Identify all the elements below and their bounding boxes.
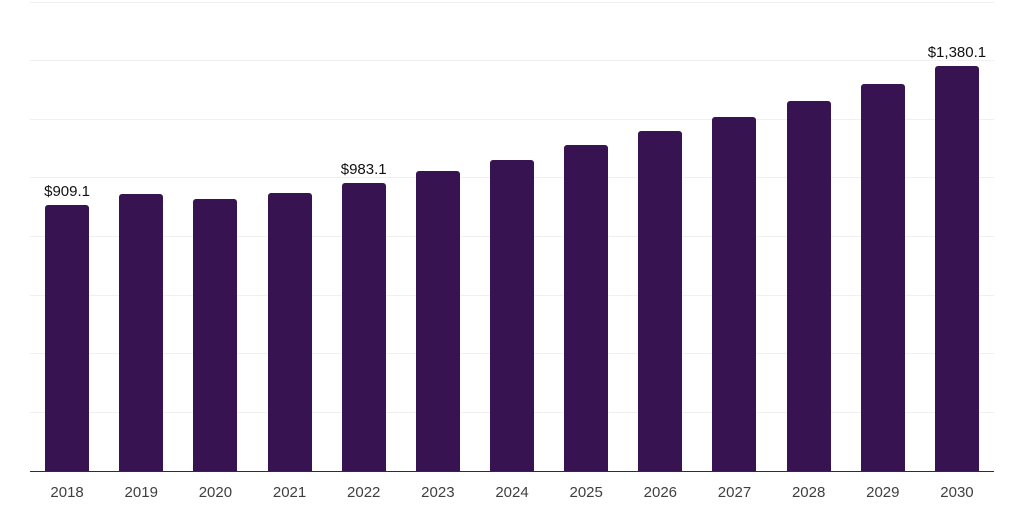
- plot-area: $909.1 $983.1 $1,380.1: [30, 1, 994, 472]
- x-tick-label-2019: 2019: [124, 484, 158, 501]
- bar-value-label-2022: $983.1: [340, 160, 387, 178]
- x-tick-label-2023: 2023: [421, 484, 455, 501]
- x-axis-tick-labels: 2018 2019 2020 2021 2022 2023 2024 2025 2026 2027…: [30, 484, 994, 504]
- bar-2025: [564, 145, 609, 471]
- gridline: [30, 118, 994, 120]
- bar-2023: [415, 170, 460, 471]
- bar-2018: [45, 204, 90, 471]
- bar-2022: [341, 182, 386, 471]
- bar-value-label-2030: $1,380.1: [927, 44, 987, 62]
- x-tick-label-2026: 2026: [643, 484, 678, 501]
- x-tick-label-2022: 2022: [347, 484, 381, 501]
- x-tick-label-2020: 2020: [198, 484, 233, 501]
- x-tick-label-2030: 2030: [940, 484, 974, 501]
- x-tick-label-2029: 2029: [866, 484, 900, 501]
- bar-2029: [860, 84, 905, 471]
- bar-2024: [490, 160, 534, 471]
- bar-2019: [119, 194, 164, 471]
- x-tick-label-2021: 2021: [272, 484, 307, 501]
- x-tick-label-2025: 2025: [569, 484, 603, 501]
- bar-2027: [712, 116, 757, 471]
- gridline: [30, 60, 994, 62]
- x-tick-label-2027: 2027: [717, 484, 752, 501]
- gridline: [30, 1, 994, 3]
- bar-2021: [267, 192, 312, 471]
- bar-2020: [193, 198, 238, 471]
- x-tick-label-2028: 2028: [791, 484, 826, 501]
- x-tick-label-2024: 2024: [495, 484, 529, 501]
- bar-2030: [934, 66, 979, 471]
- bar-2026: [638, 130, 683, 471]
- bar-value-label-2018: $909.1: [44, 182, 91, 200]
- bar-2028: [786, 101, 831, 471]
- x-tick-label-2018: 2018: [50, 484, 84, 501]
